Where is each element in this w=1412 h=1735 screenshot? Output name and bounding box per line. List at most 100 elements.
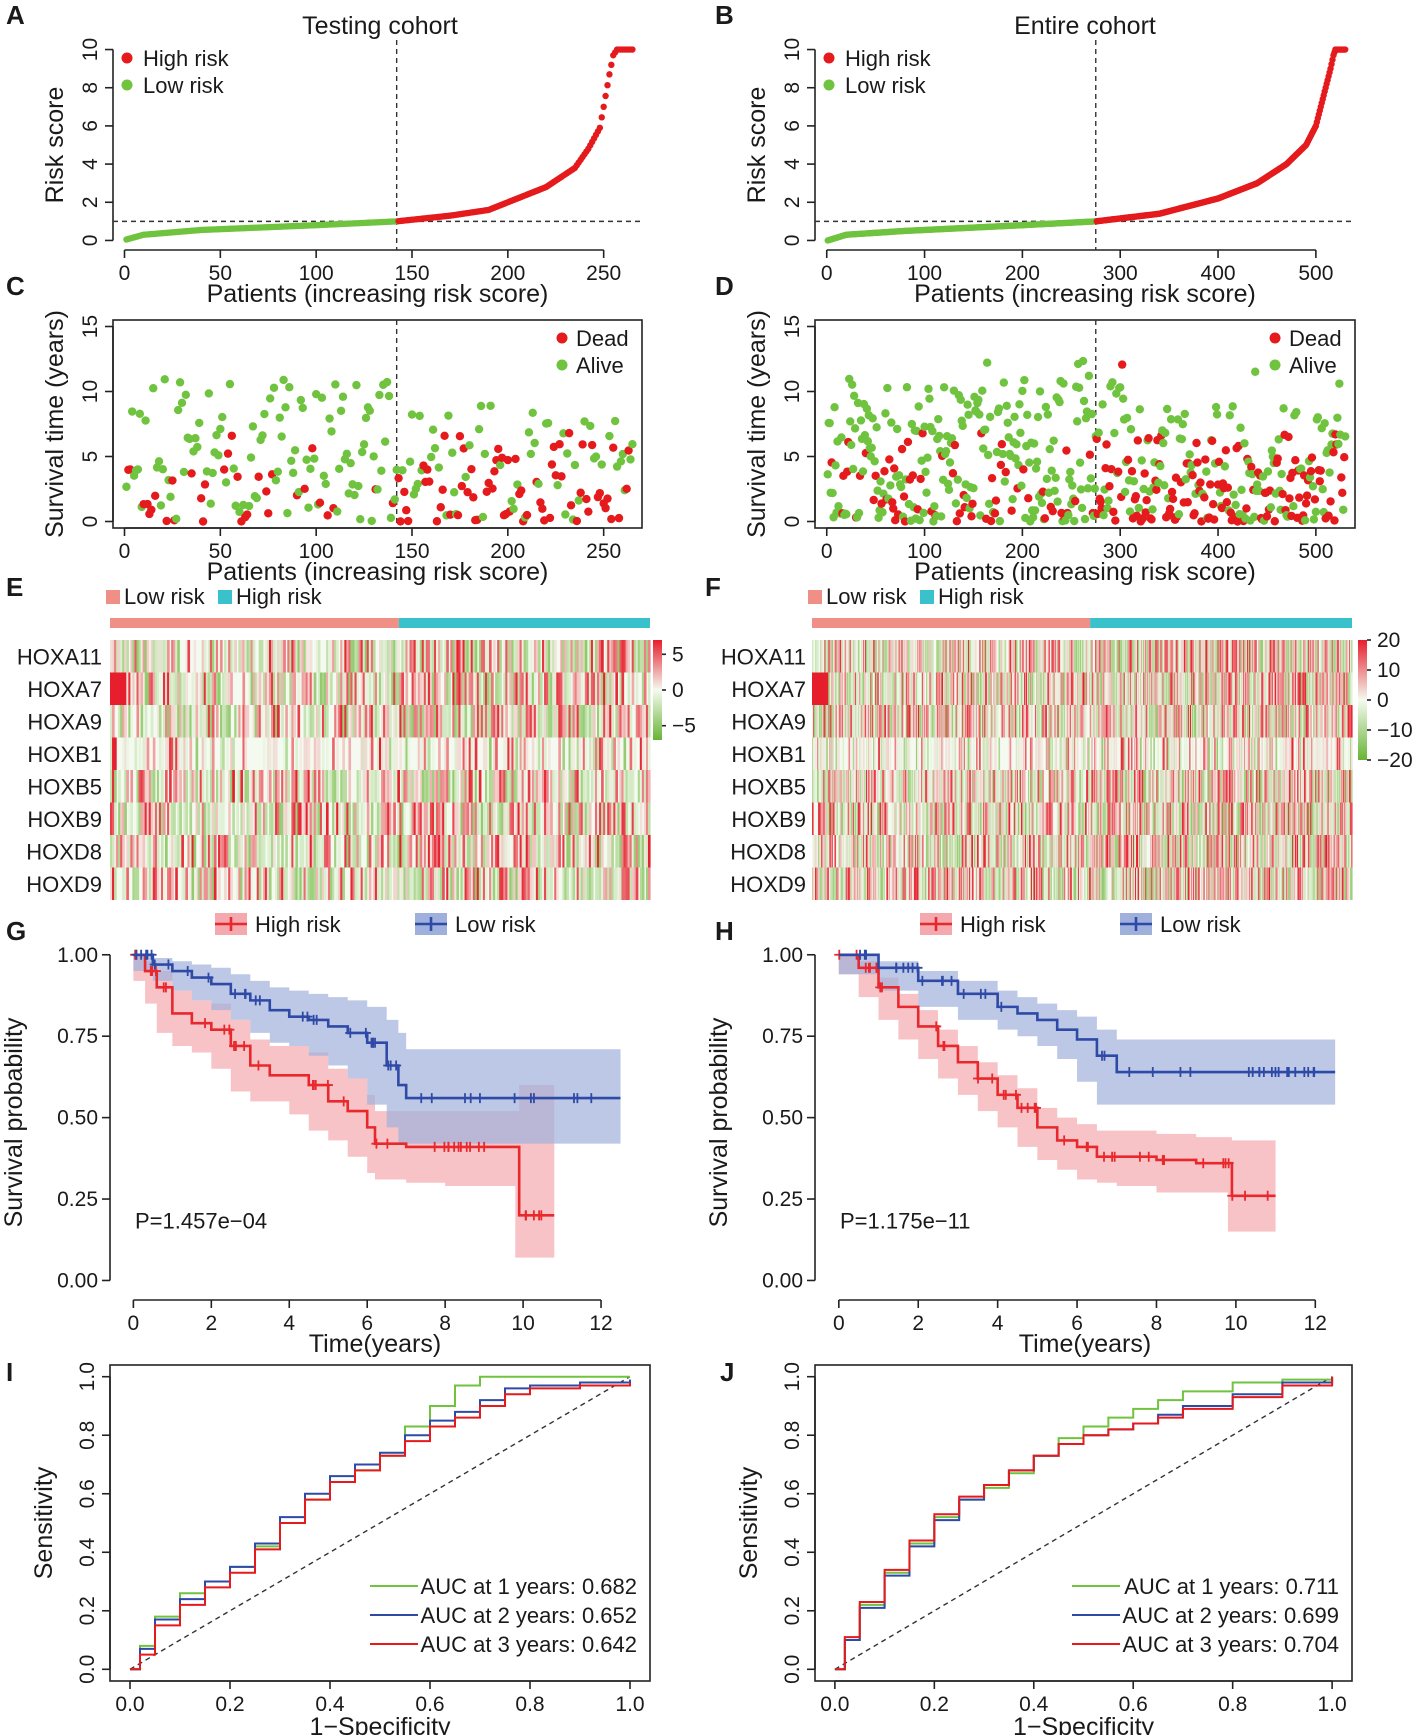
heatmap-cell — [1023, 640, 1026, 673]
heatmap-cell — [995, 705, 998, 738]
heatmap-cell — [607, 802, 610, 835]
heatmap-cell — [448, 867, 451, 900]
heatmap-cell — [1276, 672, 1279, 705]
heatmap-cell — [201, 705, 205, 738]
alive-point — [975, 410, 984, 419]
heatmap-cell — [283, 640, 286, 673]
heatmap-cell — [409, 835, 413, 868]
heatmap-cell — [556, 867, 559, 900]
heatmap-cell — [848, 672, 851, 705]
heatmap-cell — [201, 770, 205, 803]
heatmap-cell — [313, 672, 317, 705]
heatmap-cell — [1298, 640, 1300, 673]
heatmap-cell — [197, 802, 201, 835]
heatmap-cell — [997, 672, 1000, 705]
heatmap-cell — [1227, 705, 1230, 738]
heatmap-cell — [128, 802, 131, 835]
alive-point — [426, 452, 436, 462]
heatmap-cell — [169, 770, 172, 803]
alive-point — [848, 464, 858, 474]
heatmap-cell — [1331, 672, 1334, 705]
heatmap-cell — [162, 802, 166, 835]
heatmap-cell — [321, 835, 325, 868]
heatmap-cell — [588, 672, 592, 705]
heatmap-cell — [389, 802, 392, 835]
heatmap-testing: Low risk High riskHOXA11HOXA7HOXA9HOXB1HO… — [17, 584, 696, 900]
heatmap-cell — [181, 737, 184, 770]
heatmap-cell — [950, 705, 953, 738]
alive-point — [175, 378, 185, 387]
heatmap-cell — [446, 672, 449, 705]
heatmap-cell — [279, 802, 282, 835]
heatmap-cell — [625, 705, 629, 738]
x-tick-label: 100 — [299, 262, 334, 285]
heatmap-cell — [342, 737, 345, 770]
heatmap-cell — [270, 802, 274, 835]
heatmap-cell — [423, 835, 427, 868]
heatmap-cell — [875, 672, 877, 705]
heatmap-cell — [1035, 640, 1037, 673]
heatmap-cell — [489, 640, 492, 673]
heatmap-cell — [1110, 737, 1113, 770]
heatmap-cell — [309, 802, 313, 835]
heatmap-cell — [434, 672, 437, 705]
heatmap-cell — [268, 672, 272, 705]
heatmap-cell — [548, 802, 551, 835]
alive-point — [1309, 515, 1319, 524]
heatmap-cell — [1345, 640, 1348, 673]
heatmap-cell — [1325, 672, 1328, 705]
heatmap-cell — [486, 737, 490, 770]
heatmap-cell — [625, 640, 629, 673]
heatmap-cell — [442, 770, 445, 803]
heatmap-cell — [1059, 672, 1062, 705]
heatmap-cell — [633, 835, 637, 868]
alive-point — [327, 427, 336, 436]
heatmap-cell — [979, 737, 981, 770]
heatmap-cell — [884, 737, 886, 770]
heatmap-cell — [945, 640, 948, 673]
heatmap-cell — [601, 705, 604, 738]
heatmap-cell — [1131, 672, 1134, 705]
alive-point — [1051, 473, 1060, 483]
heatmap-cell — [403, 640, 407, 673]
heatmap-cell — [305, 737, 309, 770]
heatmap-cell — [607, 640, 610, 673]
heatmap-cell — [894, 705, 897, 738]
heatmap-cell — [856, 672, 859, 705]
heatmap-cell — [1201, 672, 1203, 705]
heatmap-cell — [383, 705, 386, 738]
dead-point — [888, 498, 897, 507]
legend-high-risk-swatch — [218, 590, 232, 604]
heatmap-cell — [594, 737, 598, 770]
dead-point — [968, 499, 977, 508]
alive-point — [1053, 497, 1062, 506]
heatmap-cell — [940, 640, 942, 673]
alive-point — [1229, 490, 1238, 499]
heatmap-cell — [845, 705, 848, 738]
alive-point — [1181, 475, 1190, 484]
heatmap-cell — [1161, 672, 1164, 705]
heatmap-cell — [537, 835, 541, 868]
heatmap-cell — [617, 705, 621, 738]
heatmap-cell — [588, 737, 592, 770]
heatmap-cell — [193, 672, 197, 705]
heatmap-cell — [209, 640, 213, 673]
heatmap-cell — [576, 802, 580, 835]
heatmap-cell — [1162, 672, 1165, 705]
heatmap-cell — [1117, 672, 1120, 705]
heatmap-cell — [1068, 705, 1071, 738]
heatmap-cell — [548, 705, 551, 738]
heatmap-cell — [144, 672, 148, 705]
heatmap-cell — [387, 835, 390, 868]
heatmap-cell — [601, 835, 604, 868]
heatmap-cell — [554, 672, 557, 705]
heatmap-cell — [348, 835, 352, 868]
heatmap-cell — [1268, 705, 1271, 738]
heatmap-cell — [462, 867, 466, 900]
heatmap-cell — [974, 640, 976, 673]
heatmap-cell — [442, 802, 445, 835]
heatmap-cell — [1052, 705, 1055, 738]
heatmap-cell — [207, 802, 211, 835]
heatmap-cell — [574, 705, 578, 738]
legend-high-risk-label: High risk — [143, 46, 230, 71]
